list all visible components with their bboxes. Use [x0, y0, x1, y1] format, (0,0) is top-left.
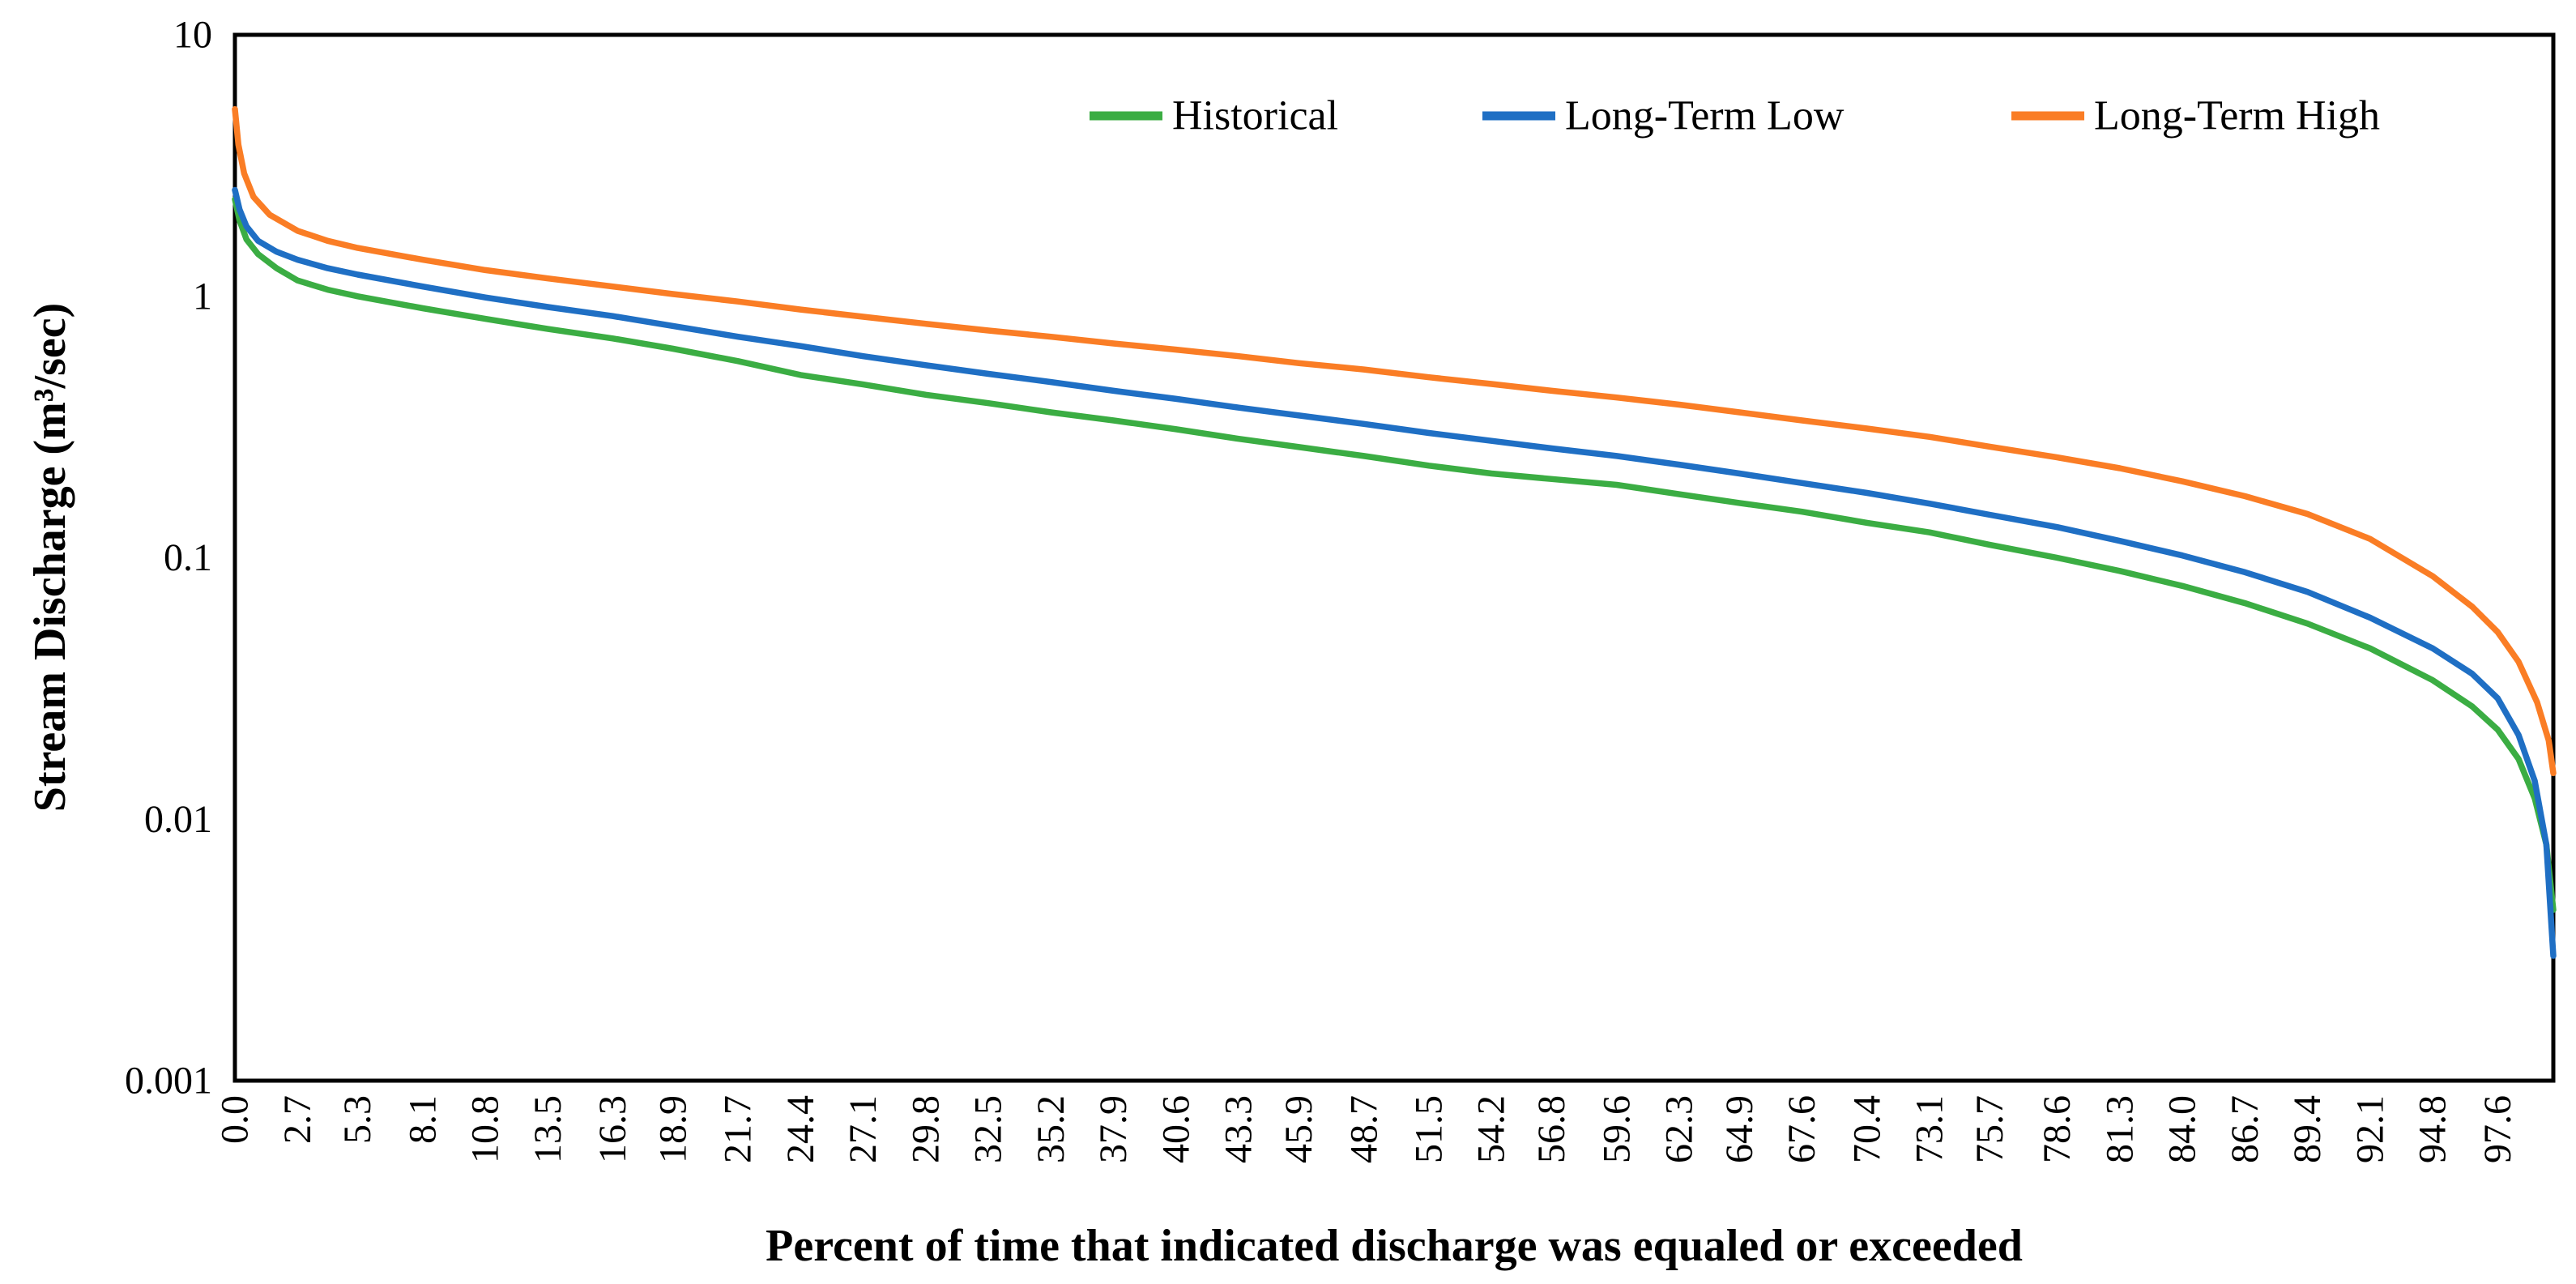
- plot-area-border: [232, 32, 2556, 1083]
- x-axis-tick-label: 59.6: [1595, 1095, 1638, 1163]
- x-axis-tick-label: 75.7: [1968, 1095, 2011, 1163]
- x-axis-title: Percent of time that indicated discharge…: [766, 1221, 2023, 1271]
- legend-item-long-term-high: Long-Term High: [2011, 93, 2380, 139]
- legend-item-long-term-low: Long-Term Low: [1482, 93, 1845, 139]
- x-axis-tick-label: 40.6: [1154, 1095, 1197, 1163]
- x-axis-tick-label: 13.5: [527, 1095, 569, 1163]
- legend-label-long-term-low: Long-Term Low: [1565, 93, 1845, 139]
- y-axis-tick-label: 0.1: [164, 536, 212, 579]
- x-axis-tick-label: 84.0: [2161, 1095, 2204, 1163]
- legend: Historical Long-Term Low Long-Term High: [1090, 93, 2380, 139]
- y-axis-tick-label: 1: [193, 275, 212, 318]
- y-axis-tick-label: 10: [173, 14, 212, 57]
- legend-item-historical: Historical: [1090, 93, 1338, 139]
- x-axis-tick-label: 81.3: [2098, 1095, 2141, 1163]
- y-axis-tick-label: 0.001: [125, 1060, 212, 1103]
- y-axis-tick-labels: 10 1 0.1 0.01 0.001: [125, 14, 212, 1103]
- x-axis-tick-label: 43.3: [1218, 1095, 1260, 1163]
- x-axis-tick-label: 18.9: [651, 1095, 694, 1163]
- x-axis-tick-label: 0.0: [214, 1095, 257, 1144]
- x-axis-tick-label: 24.4: [779, 1095, 822, 1163]
- x-axis-tick-label: 8.1: [401, 1095, 444, 1144]
- x-axis-tick-label: 2.7: [276, 1095, 319, 1144]
- x-axis-tick-label: 62.3: [1658, 1095, 1701, 1163]
- x-axis-tick-label: 73.1: [1909, 1095, 1951, 1163]
- series-line-long-term-high: [232, 105, 2557, 777]
- x-axis-tick-label: 56.8: [1530, 1095, 1573, 1163]
- x-axis-tick-label: 5.3: [336, 1095, 379, 1144]
- x-axis-tick-label: 16.3: [591, 1095, 634, 1163]
- x-axis-tick-label: 48.7: [1342, 1095, 1385, 1163]
- x-axis-tick-label: 97.6: [2476, 1095, 2519, 1163]
- x-axis-tick-label: 51.5: [1407, 1095, 1450, 1163]
- x-axis-tick-label: 29.8: [904, 1095, 947, 1163]
- x-axis-tick-label: 21.7: [717, 1095, 760, 1163]
- x-axis-tick-label: 70.4: [1845, 1095, 1888, 1163]
- x-axis-tick-label: 86.7: [2224, 1095, 2267, 1163]
- legend-label-historical: Historical: [1172, 93, 1338, 139]
- x-axis-tick-labels: 0.0 2.7 5.3 8.1 10.8 13.5 16.3 18.9 21.7 24.4 27.1…: [214, 1095, 2519, 1163]
- x-axis-tick-label: 35.2: [1030, 1095, 1073, 1163]
- series-line-long-term-low: [232, 186, 2557, 959]
- y-axis-title: Stream Discharge (m³/sec): [25, 303, 75, 812]
- x-axis-tick-label: 45.9: [1277, 1095, 1320, 1163]
- x-axis-tick-label: 92.1: [2348, 1095, 2391, 1163]
- x-axis-tick-label: 64.9: [1718, 1095, 1761, 1163]
- legend-label-long-term-high: Long-Term High: [2094, 93, 2380, 139]
- x-axis-tick-label: 78.6: [2036, 1095, 2079, 1163]
- x-axis-tick-label: 89.4: [2286, 1095, 2329, 1163]
- x-axis-tick-label: 94.8: [2412, 1095, 2454, 1163]
- series-lines: [232, 105, 2557, 959]
- x-axis-tick-label: 54.2: [1470, 1095, 1513, 1163]
- x-axis-tick-label: 32.5: [967, 1095, 1010, 1163]
- x-axis-tick-label: 10.8: [464, 1095, 507, 1163]
- x-axis-tick-label: 37.9: [1092, 1095, 1135, 1163]
- series-line-historical: [232, 196, 2557, 913]
- x-axis-tick-label: 27.1: [842, 1095, 885, 1163]
- x-axis-tick-label: 67.6: [1781, 1095, 1823, 1163]
- y-axis-tick-label: 0.01: [144, 798, 212, 841]
